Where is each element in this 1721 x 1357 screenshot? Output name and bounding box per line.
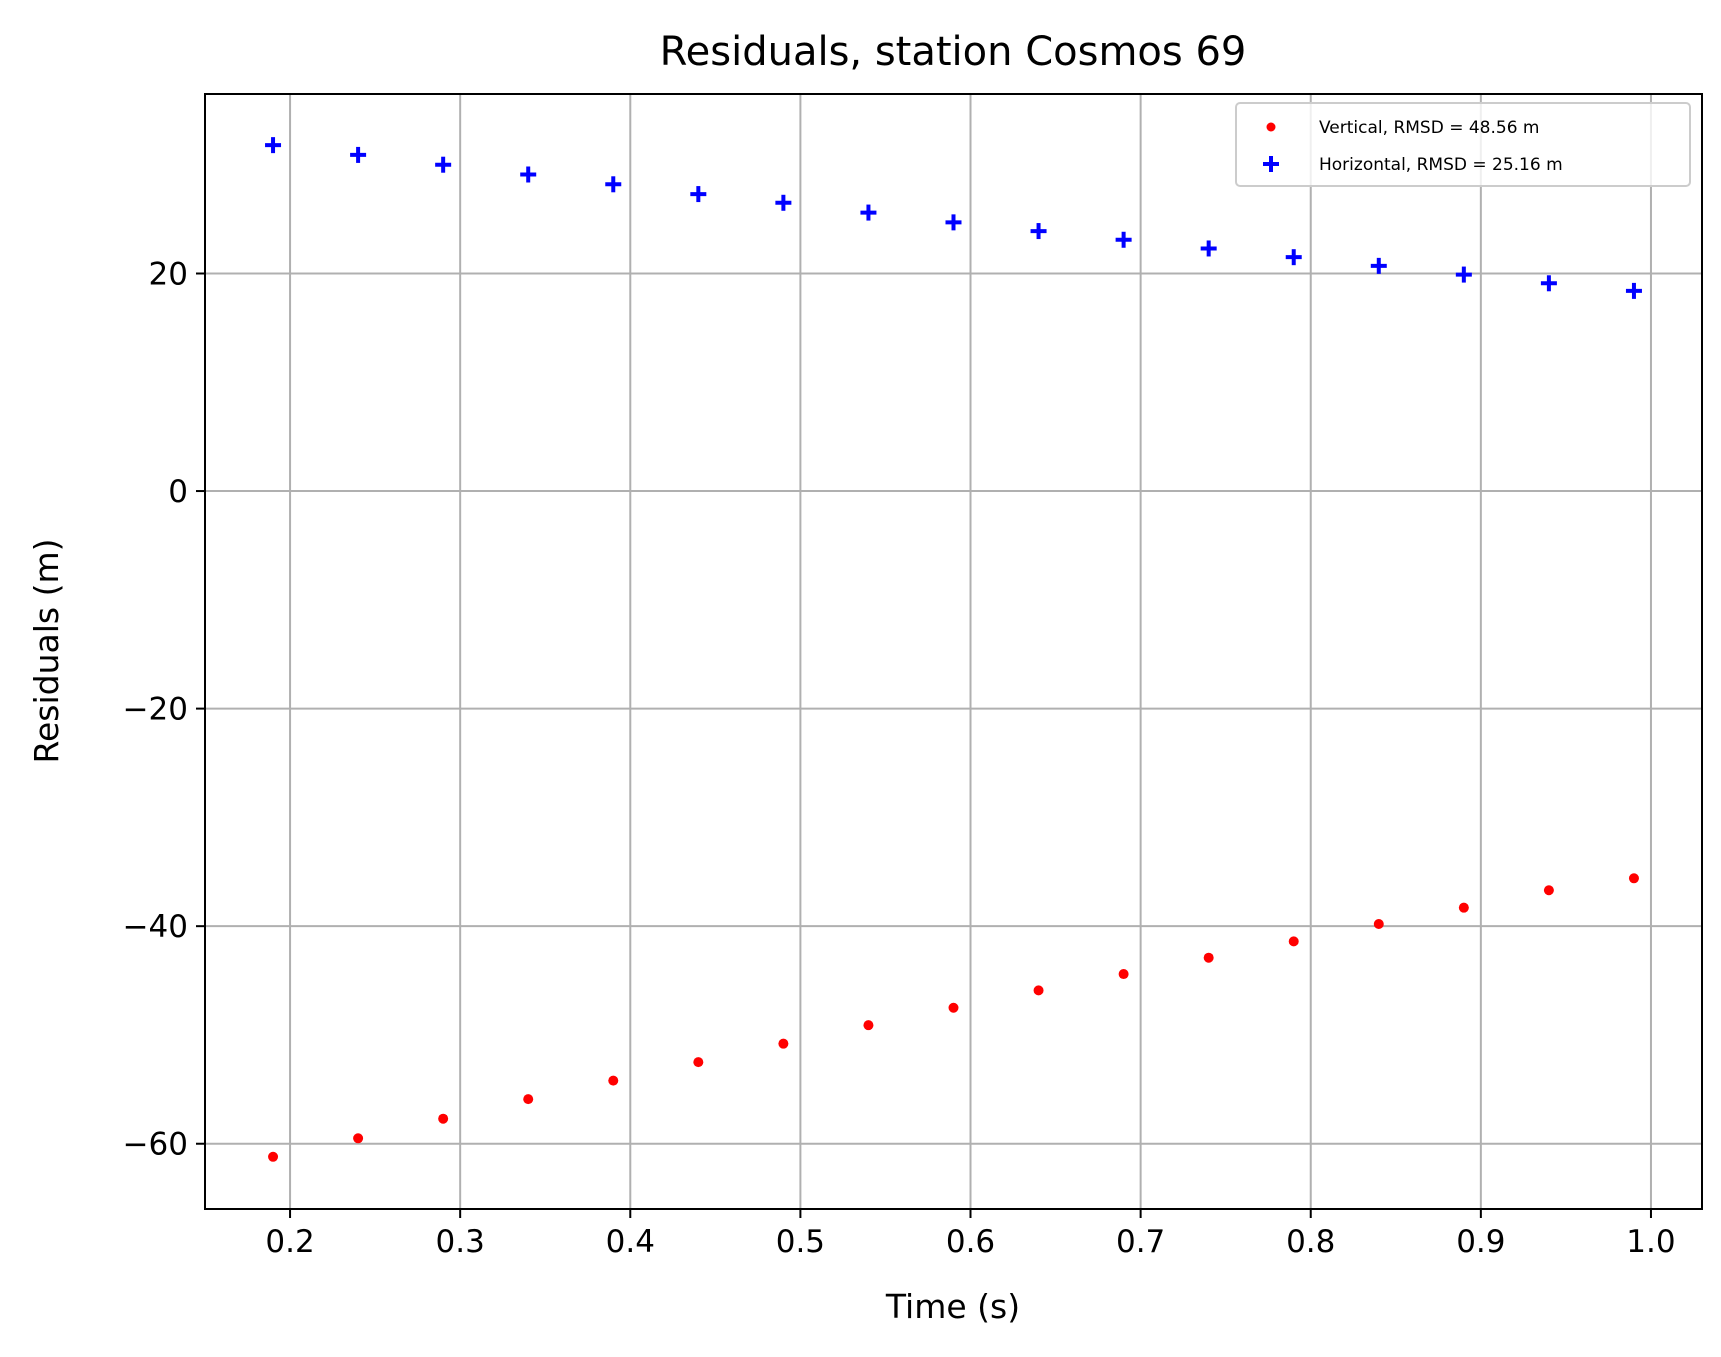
x-tick-label: 1.0 [1626,1224,1675,1260]
horizontal-residual-point [1625,282,1642,299]
horizontal-residual-point [1455,266,1472,283]
x-tick-label: 0.6 [946,1224,995,1260]
y-tick-label: −20 [123,692,188,728]
x-tick-label: 0.5 [776,1224,825,1260]
vertical-residual-point [353,1133,364,1144]
x-tick-label: 0.4 [606,1224,655,1260]
vertical-residual-point [1033,985,1044,996]
x-axis-label: Time (s) [885,1287,1020,1326]
vertical-residual-point [863,1020,874,1031]
horizontal-residual-point [1200,240,1217,257]
x-tick-label: 0.2 [265,1224,314,1260]
legend-marker-horizontal [1263,156,1279,172]
horizontal-residual-point [605,176,622,193]
x-tick-label: 0.9 [1456,1224,1505,1260]
horizontal-residual-point [1285,249,1302,266]
horizontal-residual-point [1115,231,1132,248]
vertical-residual-point [268,1151,279,1162]
vertical-residual-point [1628,873,1639,884]
x-tick-label: 0.3 [436,1224,485,1260]
vertical-residual-point [1118,969,1129,980]
y-axis-label: Residuals (m) [27,539,66,764]
y-tick-label: 20 [149,256,188,292]
vertical-residual-point [438,1113,449,1124]
grid-lines [205,94,1702,1209]
plot-frame [204,93,1703,1210]
y-tick-label: −40 [123,909,188,945]
horizontal-residual-point [1370,257,1387,274]
horizontal-residual-point [860,204,877,221]
vertical-residual-point [1203,952,1214,963]
legend-box [1235,102,1691,187]
x-tick-label: 0.7 [1116,1224,1165,1260]
horizontal-residual-point [775,194,792,211]
horizontal-residual-point [1540,275,1557,292]
horizontal-residual-point [350,146,367,163]
legend-label-vertical: Vertical, RMSD = 48.56 m [1319,118,1540,138]
x-tick-label: 0.8 [1286,1224,1335,1260]
legend-label-horizontal: Horizontal, RMSD = 25.16 m [1319,155,1563,175]
horizontal-residual-point [1030,223,1047,240]
vertical-residual-point [1543,885,1554,896]
vertical-residual-point [1373,918,1384,929]
vertical-residual-point [693,1057,704,1068]
horizontal-residual-point [265,137,282,154]
vertical-residual-point [948,1002,959,1013]
vertical-residual-point [608,1075,619,1086]
plot-area [265,137,1642,1162]
legend: Vertical, RMSD = 48.56 m Horizontal, RMS… [1235,102,1691,187]
horizontal-residual-point [945,214,962,231]
horizontal-residual-point [435,156,452,173]
horizontal-residual-point [520,166,537,183]
chart-title: Residuals, station Cosmos 69 [660,29,1247,75]
y-tick-label: 0 [168,474,188,510]
vertical-residual-point [1288,936,1299,947]
vertical-residual-point [523,1094,534,1105]
vertical-residual-point [778,1038,789,1049]
vertical-residual-point [1458,902,1469,913]
y-tick-label: −60 [123,1127,188,1163]
legend-marker-vertical [1266,122,1276,132]
horizontal-residual-point [690,186,707,203]
axis-ticks: 0.2 0.3 0.4 0.5 0.6 0.7 0.8 0.9 1.0 −60 −40 −20 0 20 [123,256,1676,1260]
